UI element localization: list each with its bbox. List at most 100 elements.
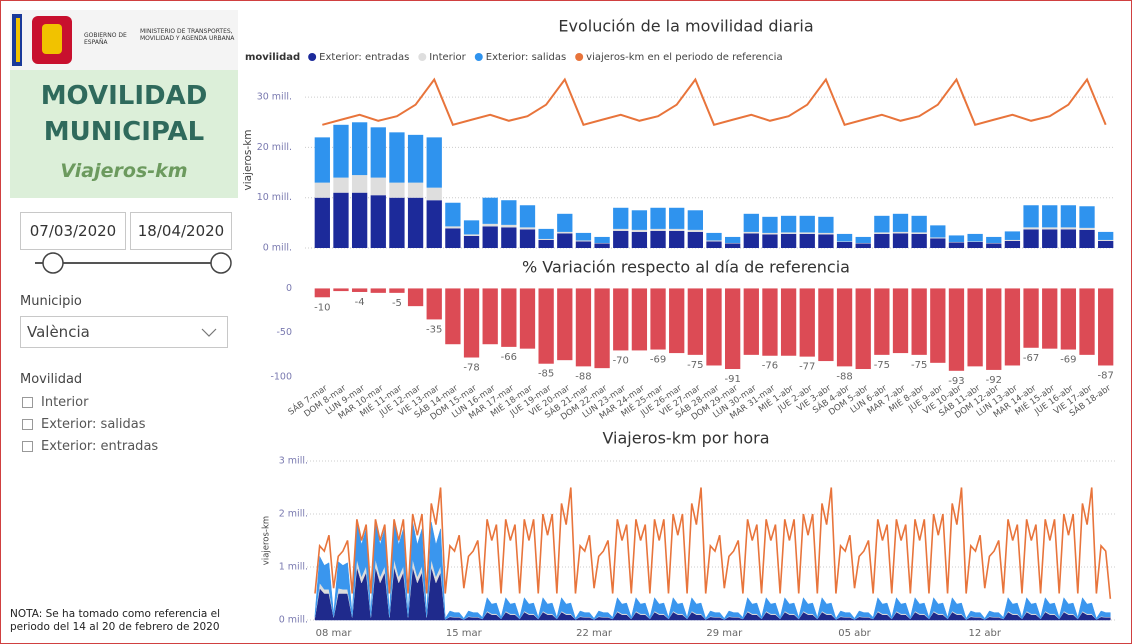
bar	[650, 288, 666, 350]
bar	[836, 288, 853, 367]
value-label: -88	[575, 371, 591, 382]
bar-segment	[519, 227, 536, 230]
bar-segment	[687, 210, 703, 230]
bar-segment	[855, 236, 871, 243]
bar	[557, 288, 573, 361]
bar-segment	[351, 175, 368, 193]
bar	[426, 288, 442, 320]
bar	[1098, 288, 1114, 366]
bar-segment	[874, 232, 890, 234]
bar-segment	[1004, 231, 1021, 240]
bar-segment	[836, 241, 853, 242]
bar-segment	[389, 182, 405, 198]
date-to[interactable]: 18/04/2020	[130, 212, 232, 250]
bar	[725, 288, 741, 370]
checkbox-label: Exterior: entradas	[41, 439, 159, 454]
bar-segment	[594, 243, 610, 248]
date-from[interactable]: 07/03/2020	[20, 212, 126, 250]
bar-segment	[482, 223, 498, 227]
value-label: -93	[948, 376, 964, 387]
checkbox[interactable]: Exterior: entradas	[22, 439, 158, 454]
bar	[1042, 288, 1058, 349]
value-label: -85	[538, 369, 554, 380]
bar-segment	[1060, 229, 1077, 248]
bar-segment	[762, 232, 778, 235]
bar-segment	[669, 207, 685, 229]
value-label: -66	[501, 352, 517, 363]
bar-segment	[818, 216, 834, 233]
bar	[445, 288, 461, 345]
bar-segment	[575, 241, 592, 248]
bar-segment	[743, 231, 759, 234]
bar-segment	[557, 231, 573, 234]
legend-label: Exterior: salidas	[486, 52, 566, 63]
bar-segment	[855, 242, 871, 244]
value-label: -67	[1023, 353, 1039, 364]
bar	[743, 288, 759, 355]
ministry-text: MINISTERIO DE TRANSPORTES, MOVILIDAD Y A…	[140, 28, 235, 42]
bar-segment	[407, 197, 424, 248]
bar-segment	[799, 233, 815, 248]
bar-segment	[333, 124, 349, 178]
bar-segment	[1023, 229, 1039, 248]
date-slider	[35, 252, 232, 274]
checkbox[interactable]: Exterior: salidas	[22, 417, 146, 432]
bar-segment	[314, 182, 330, 198]
bar-segment	[780, 233, 797, 248]
bar-segment	[631, 231, 648, 248]
bar-segment	[762, 234, 778, 248]
reference-line	[322, 77, 1107, 126]
value-label: -10	[314, 302, 330, 313]
bar-segment	[631, 229, 648, 232]
bar-segment	[799, 232, 815, 234]
legend-marker	[474, 53, 483, 61]
bar-segment	[836, 241, 853, 248]
y-tick-label: 3 mill.	[279, 456, 308, 467]
bar-segment	[986, 243, 1002, 248]
bar-segment	[892, 231, 909, 234]
bar-segment	[314, 137, 330, 183]
bar-segment	[426, 187, 442, 201]
municipio-value: València	[27, 323, 90, 341]
bar-segment	[501, 224, 517, 228]
municipio-label: Municipio	[20, 294, 82, 309]
slider-handle[interactable]	[210, 252, 232, 274]
municipio-dropdown[interactable]: València	[20, 316, 228, 348]
bar-segment	[314, 197, 330, 248]
chart-title: Evolución de la movilidad diaria	[558, 17, 813, 36]
flag-strip	[16, 18, 20, 62]
bar-segment	[445, 228, 461, 248]
bar-segment	[1079, 227, 1095, 230]
bar-segment	[613, 207, 629, 229]
bar	[407, 288, 424, 307]
checkbox-label: Exterior: salidas	[41, 417, 146, 432]
slider-handle[interactable]	[42, 252, 64, 274]
bar-segment	[650, 207, 666, 229]
bar-segment	[389, 132, 405, 183]
bar-segment	[575, 240, 592, 242]
chart-title: % Variación respecto al día de referenci…	[522, 258, 850, 277]
bar-segment	[818, 232, 834, 235]
bar-segment	[780, 232, 797, 234]
bar	[1023, 288, 1039, 348]
checkbox[interactable]: Interior	[22, 395, 88, 410]
y-tick-label: 0 mill.	[279, 615, 308, 626]
bar	[911, 288, 927, 355]
value-label: -5	[392, 298, 402, 309]
title-box: MOVILIDAD MUNICIPAL Viajeros-km	[10, 70, 238, 198]
bar-segment	[818, 234, 834, 248]
bar-segment	[575, 232, 592, 241]
bar-segment	[836, 233, 853, 242]
bar	[762, 288, 778, 356]
bar-segment	[892, 213, 909, 232]
bar-segment	[967, 241, 983, 248]
bar	[706, 288, 722, 366]
bar-segment	[650, 228, 666, 231]
bar-segment	[631, 210, 648, 230]
crest	[42, 24, 62, 54]
value-label: -4	[355, 297, 365, 308]
bar-segment	[911, 215, 927, 233]
bar-segment	[687, 231, 703, 248]
bar	[314, 288, 330, 298]
bar-segment	[1098, 239, 1114, 241]
